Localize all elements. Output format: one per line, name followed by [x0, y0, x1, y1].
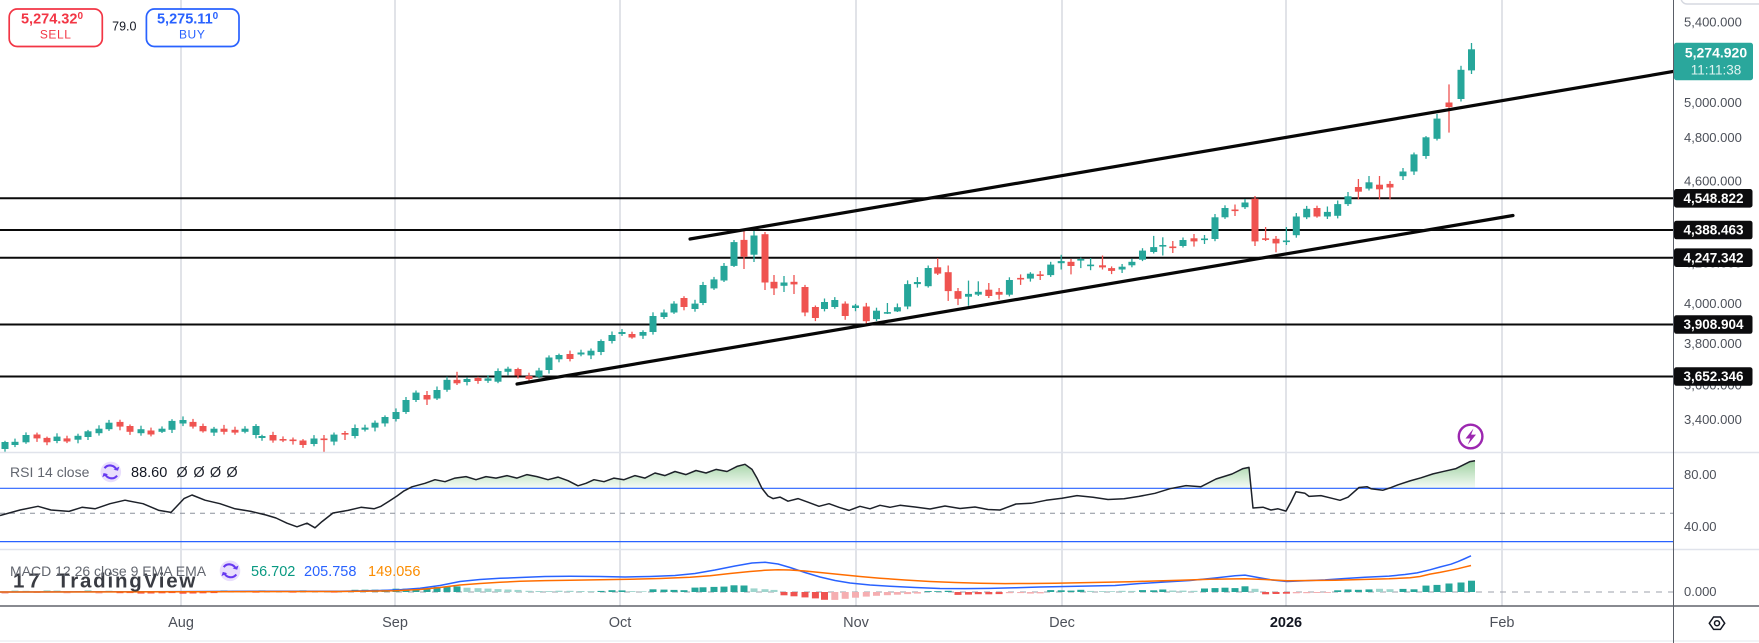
svg-text:4,548.822: 4,548.822 — [1683, 191, 1743, 206]
svg-text:Sep: Sep — [382, 615, 408, 631]
svg-text:Dec: Dec — [1049, 615, 1075, 631]
svg-text:BUY: BUY — [179, 28, 205, 42]
svg-text:Oct: Oct — [609, 615, 632, 631]
svg-text:3,400.000: 3,400.000 — [1684, 412, 1742, 427]
svg-text:205.758: 205.758 — [304, 564, 356, 580]
svg-text:56.702: 56.702 — [251, 564, 295, 580]
svg-text:149.056: 149.056 — [368, 564, 420, 580]
svg-text:5,000.000: 5,000.000 — [1684, 95, 1742, 110]
svg-text:SELL: SELL — [40, 28, 72, 42]
svg-text:4,388.463: 4,388.463 — [1683, 223, 1744, 238]
svg-text:Ø: Ø — [210, 465, 221, 481]
svg-text:RSI 14 close: RSI 14 close — [10, 464, 90, 480]
svg-text:TradingView: TradingView — [57, 570, 197, 593]
svg-text:Ø: Ø — [193, 465, 204, 481]
svg-text:0.000: 0.000 — [1684, 584, 1717, 599]
svg-text:4,247.342: 4,247.342 — [1683, 250, 1743, 265]
svg-text:40.00: 40.00 — [1684, 519, 1717, 534]
svg-text:88.60: 88.60 — [131, 465, 167, 481]
svg-text:3,800.000: 3,800.000 — [1684, 336, 1742, 351]
svg-text:4,800.000: 4,800.000 — [1684, 130, 1742, 145]
svg-text:Aug: Aug — [168, 615, 194, 631]
svg-text:17: 17 — [13, 570, 44, 593]
svg-text:Ø: Ø — [176, 465, 187, 481]
svg-text:4,600.000: 4,600.000 — [1684, 174, 1742, 189]
svg-text:11:11:38: 11:11:38 — [1691, 63, 1742, 78]
svg-text:3,908.904: 3,908.904 — [1683, 317, 1744, 332]
svg-text:5,275.110: 5,275.110 — [157, 11, 219, 28]
svg-text:Nov: Nov — [843, 615, 870, 631]
svg-text:5,400.000: 5,400.000 — [1684, 15, 1742, 30]
svg-text:Feb: Feb — [1490, 615, 1515, 631]
svg-text:79.0: 79.0 — [112, 20, 136, 34]
svg-text:3,652.346: 3,652.346 — [1683, 369, 1744, 384]
svg-text:5,274.320: 5,274.320 — [21, 11, 83, 28]
svg-text:4,000.000: 4,000.000 — [1684, 296, 1742, 311]
svg-text:5,274.920: 5,274.920 — [1685, 45, 1747, 61]
svg-text:Ø: Ø — [226, 465, 237, 481]
svg-text:2026: 2026 — [1270, 615, 1302, 631]
svg-text:80.00: 80.00 — [1684, 467, 1717, 482]
svg-text:MACD 12 26 close 9 EMA EMA: MACD 12 26 close 9 EMA EMA — [10, 563, 207, 579]
